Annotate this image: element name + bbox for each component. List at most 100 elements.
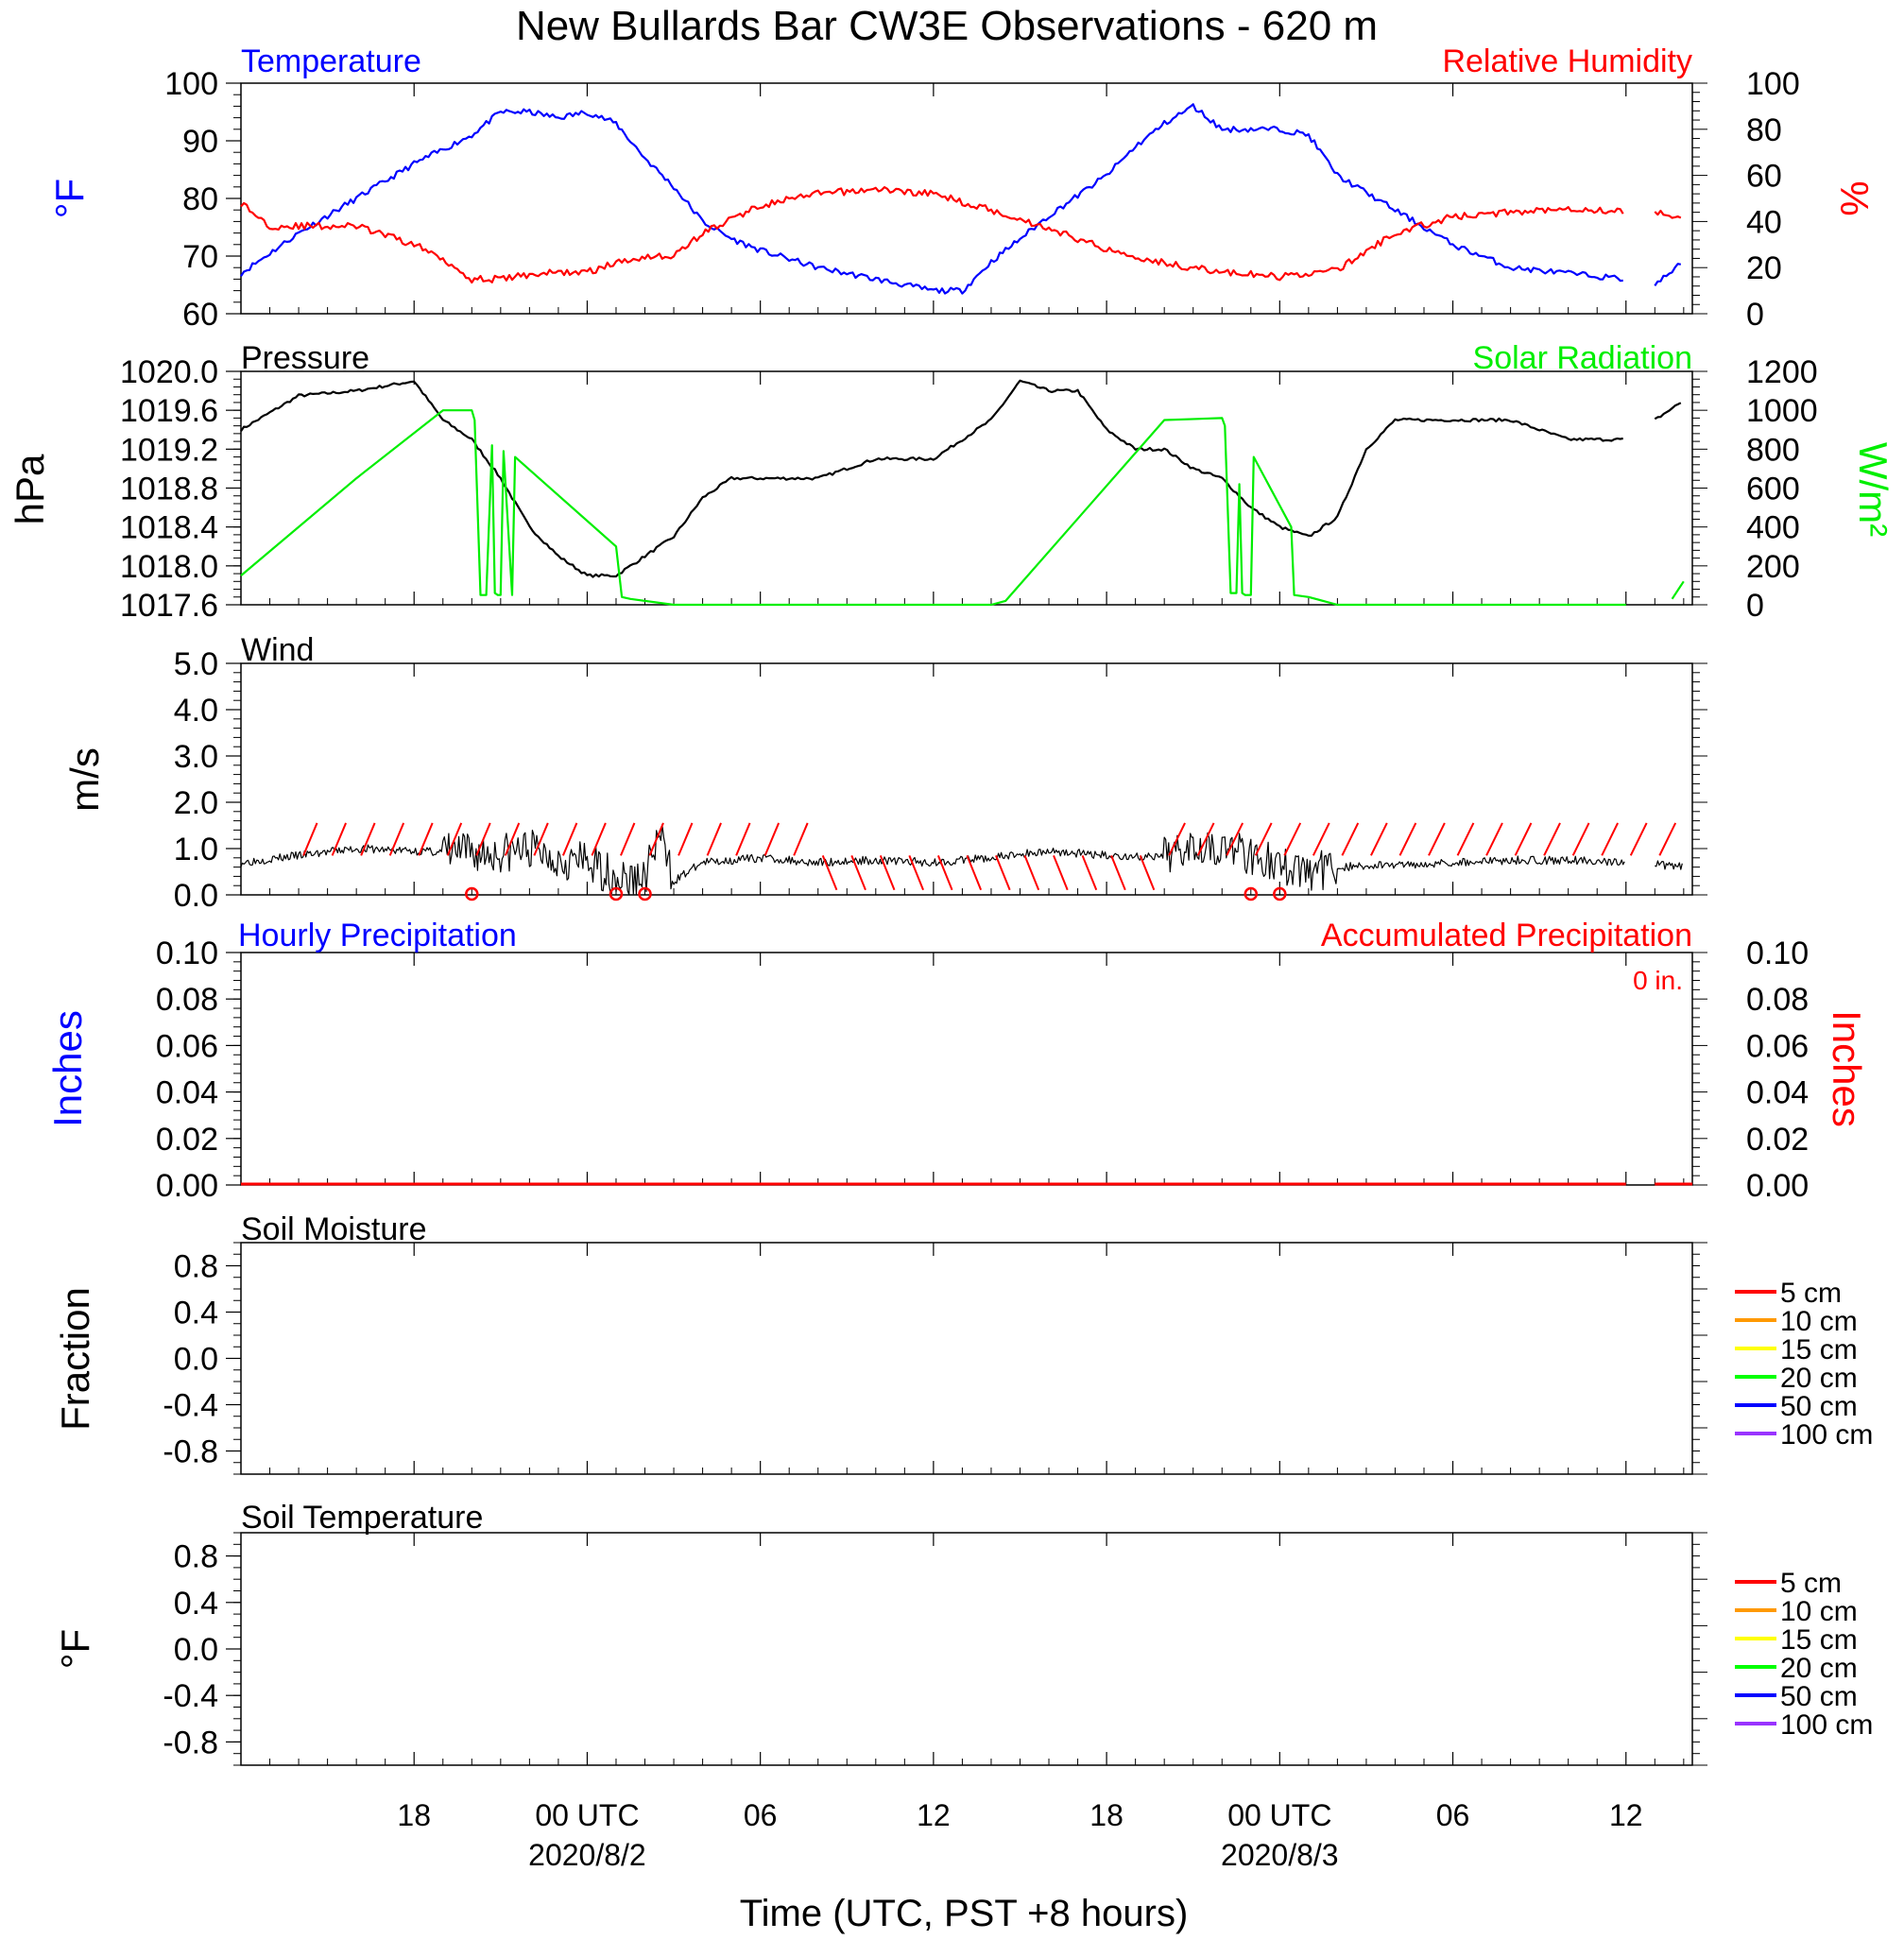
calm-marker bbox=[609, 886, 624, 901]
y-tick-label: 1018.0 bbox=[120, 549, 218, 585]
wind-barb bbox=[1428, 822, 1446, 856]
wind-barb bbox=[1543, 822, 1561, 856]
wind-barb bbox=[591, 822, 607, 856]
wind-barb bbox=[793, 822, 809, 856]
legend-label: 15 cm bbox=[1780, 1624, 1858, 1656]
wind-barb bbox=[388, 822, 405, 856]
wind-barb bbox=[735, 822, 751, 856]
y-tick-label: 80 bbox=[182, 181, 218, 217]
y-tick-label: 0.00 bbox=[156, 1168, 218, 1204]
y-tick-label: -0.8 bbox=[163, 1434, 218, 1470]
y-tick-label: 1018.8 bbox=[120, 472, 218, 507]
y-tick-label: -0.4 bbox=[163, 1388, 218, 1424]
wind-barb bbox=[446, 822, 463, 856]
legend-label: 50 cm bbox=[1780, 1681, 1858, 1712]
accum-precip-title: Accumulated Precipitation bbox=[1321, 918, 1692, 953]
y-tick-label: -0.4 bbox=[163, 1678, 218, 1714]
legend-label: 20 cm bbox=[1780, 1653, 1858, 1684]
legend-label: 10 cm bbox=[1780, 1306, 1858, 1337]
wind-barb bbox=[1341, 822, 1360, 856]
pressure-unit: hPa bbox=[8, 454, 52, 524]
wind-barb bbox=[1514, 822, 1533, 856]
humidity-line bbox=[240, 186, 1624, 284]
x-tick-date-label: 2020/8/3 bbox=[1221, 1838, 1339, 1872]
wind-barb bbox=[1283, 822, 1302, 856]
wind-barb bbox=[648, 822, 664, 856]
temperature-line bbox=[1654, 263, 1682, 287]
pressure-line bbox=[240, 379, 1623, 578]
temp-frame bbox=[240, 82, 1693, 315]
y2-tick-label: 0.04 bbox=[1746, 1075, 1809, 1111]
wind-frame bbox=[240, 662, 1693, 896]
y2-tick-label: 600 bbox=[1746, 472, 1800, 507]
x-tick-label: 06 bbox=[1436, 1798, 1470, 1832]
x-tick-label: 00 UTC bbox=[1227, 1798, 1331, 1832]
wind-barb bbox=[966, 854, 983, 891]
x-tick-label: 06 bbox=[744, 1798, 778, 1832]
wind-speed-line bbox=[1655, 860, 1683, 870]
calm-marker bbox=[638, 886, 652, 901]
y-tick-label: 0.04 bbox=[156, 1075, 218, 1111]
x-tick-label: 00 UTC bbox=[535, 1798, 639, 1832]
y2-tick-label: 0.06 bbox=[1746, 1028, 1809, 1064]
solar-line bbox=[1671, 580, 1685, 600]
wind-barb bbox=[1226, 822, 1244, 856]
y-tick-label: 0.4 bbox=[174, 1586, 218, 1622]
y2-tick-label: 80 bbox=[1746, 112, 1782, 148]
y2-tick-label: 20 bbox=[1746, 250, 1782, 286]
legend-label: 100 cm bbox=[1780, 1709, 1873, 1741]
y2-tick-label: 0.00 bbox=[1746, 1168, 1809, 1204]
y-tick-label: 0.8 bbox=[174, 1539, 218, 1575]
legend-label: 50 cm bbox=[1780, 1391, 1858, 1422]
wind-speed-line bbox=[240, 824, 1625, 896]
solar-unit: W/m² bbox=[1851, 442, 1895, 537]
y-tick-label: 5.0 bbox=[174, 646, 218, 682]
y-tick-label: 1020.0 bbox=[120, 354, 218, 390]
wind-title: Wind bbox=[241, 632, 314, 668]
wind-barb bbox=[620, 822, 636, 856]
legend-label: 10 cm bbox=[1780, 1596, 1858, 1627]
pressure-line bbox=[1654, 402, 1682, 421]
wind-barb bbox=[302, 822, 318, 856]
y-tick-label: 0.0 bbox=[174, 1632, 218, 1668]
y2-tick-label: 0.10 bbox=[1746, 936, 1809, 971]
y-tick-label: 1019.6 bbox=[120, 393, 218, 429]
calm-marker bbox=[1273, 886, 1287, 901]
x-tick-label: 18 bbox=[1089, 1798, 1124, 1832]
solar-title: Solar Radiation bbox=[1473, 340, 1692, 376]
hourly-precip-title: Hourly Precipitation bbox=[238, 918, 517, 953]
wind-barb bbox=[1312, 822, 1330, 856]
y-tick-label: -0.8 bbox=[163, 1725, 218, 1760]
y2-tick-label: 400 bbox=[1746, 510, 1800, 546]
wind-barb bbox=[1571, 822, 1590, 856]
legend-label: 20 cm bbox=[1780, 1363, 1858, 1394]
wind-barb bbox=[1601, 822, 1619, 856]
calm-marker bbox=[1244, 886, 1259, 901]
temperature-title: Temperature bbox=[241, 43, 421, 79]
y-tick-label: 100 bbox=[164, 66, 218, 102]
y-tick-label: 1019.2 bbox=[120, 432, 218, 468]
figure-title: New Bullards Bar CW3E Observations - 620… bbox=[516, 3, 1378, 49]
wind-barb bbox=[1370, 822, 1388, 856]
x-tick-label: 18 bbox=[397, 1798, 431, 1832]
precip-frame bbox=[240, 952, 1693, 1186]
y2-tick-label: 0.02 bbox=[1746, 1122, 1809, 1158]
accum-precip-total: 0 in. bbox=[1633, 966, 1683, 995]
panel-temp: 100 90 80 70 60 100 80 60 40 20 0 Temperature Relati… bbox=[47, 43, 1877, 333]
wind-barb bbox=[763, 822, 780, 856]
wind-barb bbox=[1139, 854, 1156, 891]
wind-barb bbox=[1658, 822, 1677, 856]
calm-marker bbox=[465, 886, 479, 901]
wind-barb bbox=[1053, 854, 1069, 891]
y-tick-label: 70 bbox=[182, 239, 218, 275]
wind-barb bbox=[1110, 854, 1126, 891]
wind-barb bbox=[1023, 854, 1040, 891]
x-tick-label: 12 bbox=[1609, 1798, 1643, 1832]
legend-label: 5 cm bbox=[1780, 1278, 1842, 1309]
humidity-title: Relative Humidity bbox=[1442, 43, 1692, 79]
y-tick-label: 1018.4 bbox=[120, 510, 218, 546]
wind-barb bbox=[879, 854, 896, 891]
